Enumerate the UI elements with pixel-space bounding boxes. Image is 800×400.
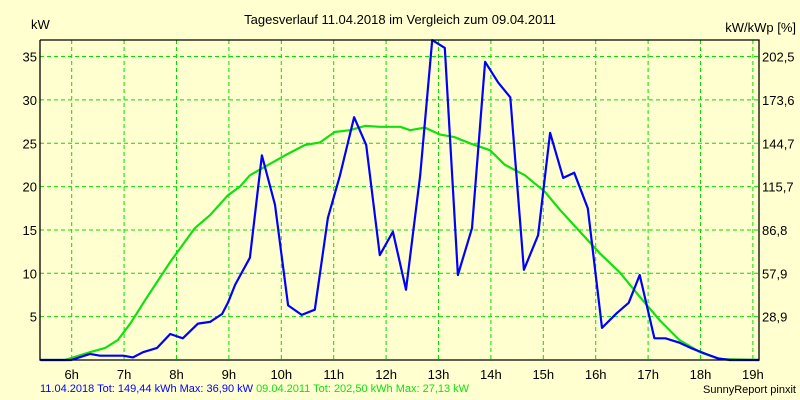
legend: 11.04.2018 Tot: 149,44 kWh Max: 36,90 kW… xyxy=(40,383,469,395)
y-tick-label: 35 xyxy=(23,50,37,65)
x-tick-label: 17h xyxy=(637,367,659,382)
y-tick-label: 20 xyxy=(23,180,37,195)
x-tick-label: 13h xyxy=(428,367,450,382)
y-right-tick-label: 86,8 xyxy=(762,223,787,238)
chart-title: Tagesverlauf 11.04.2018 im Vergleich zum… xyxy=(244,12,556,27)
y-tick-label: 15 xyxy=(23,223,37,238)
legend-series-2: 09.04.2011 Tot: 202,50 kWh Max: 27,13 kW xyxy=(256,383,470,395)
y-axis-right-label: kW/kWp [%] xyxy=(725,20,796,35)
x-tick-label: 7h xyxy=(117,367,131,382)
y-tick-label: 25 xyxy=(23,136,37,151)
x-tick-label: 9h xyxy=(222,367,236,382)
y-axis-label: kW xyxy=(31,17,51,32)
x-tick-label: 11h xyxy=(323,367,344,382)
y-right-tick-label: 57,9 xyxy=(762,266,787,281)
series-line-09-04-2011 xyxy=(40,124,760,362)
y-right-tick-label: 144,7 xyxy=(762,136,795,151)
y-tick-label: 30 xyxy=(23,93,37,108)
y-right-tick-label: 115,7 xyxy=(762,180,794,195)
legend-series-1: 11.04.2018 Tot: 149,44 kWh Max: 36,90 kW xyxy=(40,383,253,395)
x-tick-label: 18h xyxy=(690,367,712,382)
y-right-tick-label: 173,6 xyxy=(762,93,795,108)
plot-frame xyxy=(39,39,760,361)
x-tick-label: 6h xyxy=(64,367,78,382)
x-tick-label: 19h xyxy=(742,367,764,382)
x-tick-label: 15h xyxy=(532,367,554,382)
y-right-tick-label: 202,5 xyxy=(762,50,795,65)
x-tick-label: 14h xyxy=(480,367,502,382)
credit-text: SunnyReport pinxit xyxy=(703,384,796,396)
y-tick-label: 5 xyxy=(30,310,37,325)
y-tick-label: 10 xyxy=(23,266,37,281)
x-tick-label: 16h xyxy=(585,367,607,382)
y-right-tick-label: 28,9 xyxy=(762,310,787,325)
x-tick-label: 12h xyxy=(375,367,397,382)
x-tick-label: 8h xyxy=(169,367,183,382)
series-line-11-04-2018 xyxy=(40,38,760,362)
x-tick-label: 10h xyxy=(270,367,292,382)
